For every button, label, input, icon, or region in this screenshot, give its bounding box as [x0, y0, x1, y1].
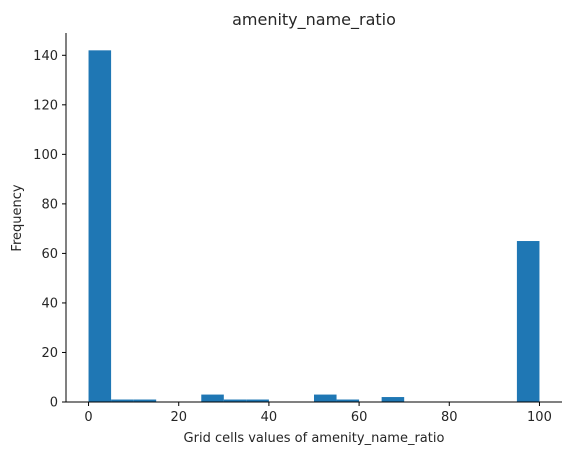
histogram-bar	[246, 399, 269, 402]
x-tick-label: 40	[261, 410, 278, 425]
x-tick-label: 0	[84, 410, 92, 425]
x-tick-label: 20	[170, 410, 187, 425]
y-axis-label: Frequency	[10, 184, 25, 251]
histogram-bar	[201, 394, 224, 402]
histogram-bar	[223, 399, 247, 402]
x-tick-label: 100	[527, 410, 552, 425]
y-axis: 0 20 40 60 80 100 120 140	[33, 49, 66, 411]
x-axis-label: Grid cells values of amenity_name_ratio	[184, 431, 445, 446]
histogram-bar	[133, 399, 157, 402]
x-axis: 0 20 40 60 80 100	[84, 402, 552, 425]
x-tick-label: 80	[441, 410, 458, 425]
histogram-bar	[314, 394, 337, 402]
chart-title: amenity_name_ratio	[232, 10, 396, 30]
y-tick-label: 60	[41, 247, 58, 262]
x-tick-label: 60	[351, 410, 368, 425]
histogram-bar	[336, 399, 360, 402]
y-tick-label: 140	[33, 49, 58, 64]
histogram-bar	[88, 50, 112, 402]
y-tick-label: 80	[41, 197, 58, 212]
y-tick-label: 20	[41, 346, 58, 361]
bars-group	[88, 50, 540, 402]
histogram-bar	[111, 399, 134, 402]
histogram-bar	[516, 241, 540, 402]
y-tick-label: 0	[50, 396, 58, 411]
histogram-bar	[381, 397, 405, 402]
y-tick-label: 100	[33, 148, 58, 163]
y-tick-label: 120	[33, 98, 58, 113]
y-tick-label: 40	[41, 296, 58, 311]
